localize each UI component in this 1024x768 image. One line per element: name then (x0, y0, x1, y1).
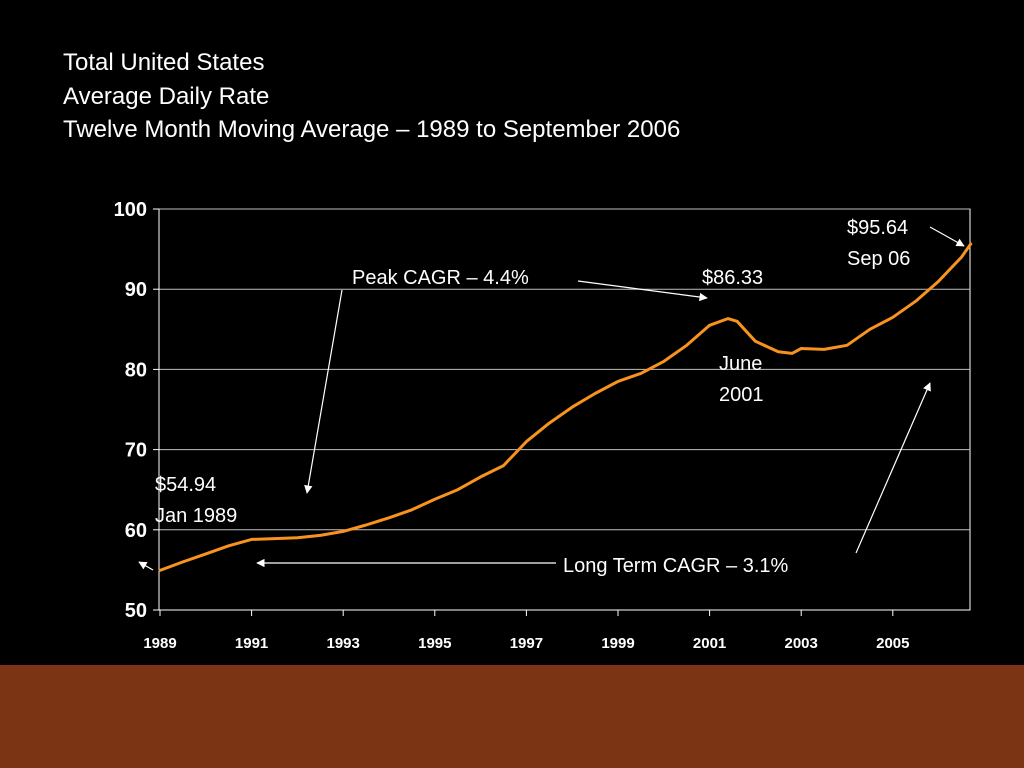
plot-area (158, 208, 971, 611)
gridlines (159, 208, 970, 611)
tick-label-x-1997: 1997 (510, 635, 543, 652)
tick-label-x-1991: 1991 (235, 635, 268, 652)
tick-label-x-1999: 1999 (601, 635, 634, 652)
annotation-sep06-line-1: $95.64 (847, 217, 908, 239)
annotation-jan1989: $54.94 Jan 1989 (155, 474, 237, 527)
annotation-june2001-line-2: 2001 (719, 384, 764, 406)
tick-label-x-1993: 1993 (327, 635, 360, 652)
tick-label-x-1989: 1989 (143, 635, 176, 652)
title-line-2: Average Daily Rate (63, 82, 270, 110)
annotation-sep06: $95.64 Sep 06 (847, 217, 910, 270)
annotation-june2001: June 2001 (719, 353, 764, 406)
annotation-june2001-line-1: June (719, 353, 762, 375)
arrow-peak-cagr-down (304, 289, 343, 494)
annotation-long-term-cagr: Long Term CAGR – 3.1% (563, 555, 789, 577)
annotation-peak-cagr: Peak CAGR – 4.4% (352, 267, 529, 289)
tick-label-y-70: 70 (125, 440, 147, 462)
annotation-jan1989-line-2: Jan 1989 (155, 505, 237, 527)
title-line-3: Twelve Month Moving Average – 1989 to Se… (63, 116, 681, 143)
title-line-1: Total United States (63, 49, 265, 76)
tick-label-x-2001: 2001 (693, 635, 726, 652)
adr-line-chart: 50 60 70 80 90 100 1989 1991 1993 1995 1997 1999 200… (114, 199, 973, 652)
annotation-peak-value: $86.33 (702, 267, 763, 289)
annotations: $54.94 Jan 1989 Peak CAGR – 4.4% $86.33 June… (138, 217, 965, 577)
footer-band (0, 665, 1024, 768)
arrow-sep06 (929, 226, 965, 247)
tick-label-y-60: 60 (125, 520, 147, 542)
series-line-adr (158, 242, 973, 572)
axes: 50 60 70 80 90 100 1989 1991 1993 1995 1997 1999 200… (114, 199, 910, 652)
tick-label-y-90: 90 (125, 279, 147, 301)
series-layer (158, 242, 973, 572)
annotation-jan1989-line-1: $54.94 (155, 474, 216, 496)
arrow-long-term-up (855, 382, 931, 554)
tick-label-y-80: 80 (125, 359, 147, 381)
annotation-long-term-cagr-line-1: Long Term CAGR – 3.1% (563, 555, 789, 577)
slide-title: Total United States Average Daily Rate T… (63, 46, 680, 147)
arrow-jan1989 (138, 561, 154, 571)
tick-label-y-50: 50 (125, 600, 147, 622)
arrow-peak-cagr-right (577, 280, 708, 302)
tick-label-y-100: 100 (114, 199, 147, 221)
annotation-peak-cagr-line-1: Peak CAGR – 4.4% (352, 267, 529, 289)
tick-label-x-2003: 2003 (785, 635, 818, 652)
annotation-sep06-line-2: Sep 06 (847, 248, 910, 270)
tick-label-x-1995: 1995 (418, 635, 451, 652)
tick-label-x-2005: 2005 (876, 635, 909, 652)
annotation-peak-value-line-1: $86.33 (702, 267, 763, 289)
